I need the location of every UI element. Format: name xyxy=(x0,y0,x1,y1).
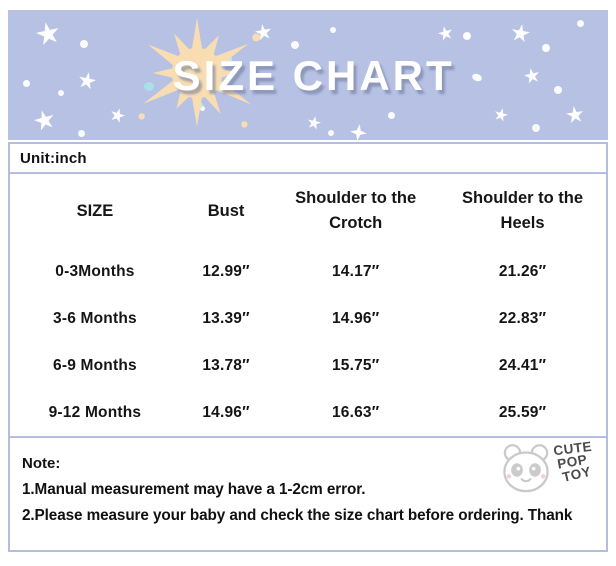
bust-cell: 13.39″ xyxy=(202,309,250,327)
col-header-heels: Shoulder to the Heels xyxy=(462,189,584,232)
page-title: SIZE CHART xyxy=(172,52,455,99)
banner: SIZE CHART xyxy=(8,10,608,140)
dot xyxy=(78,130,85,137)
dot xyxy=(463,32,471,40)
size-cell: 9-12 Months xyxy=(48,403,142,421)
size-table: SIZE Bust Shoulder to the Crotch Shoulde… xyxy=(10,174,606,436)
dot xyxy=(291,41,299,49)
crotch-cell: 15.75″ xyxy=(331,356,380,374)
size-cell: 6-9 Months xyxy=(53,356,137,374)
bust-cell: 13.78″ xyxy=(202,356,250,374)
star-icon xyxy=(32,108,58,134)
table-row: 9-12 Months 14.96″ 16.63″ 25.59″ xyxy=(10,389,606,436)
dot xyxy=(388,112,395,119)
star-icon xyxy=(436,24,454,42)
brand-text: CUTE POP TOY xyxy=(553,439,596,485)
dot xyxy=(532,124,540,132)
star-icon xyxy=(34,20,62,48)
sparkle-icon xyxy=(349,123,368,140)
dot xyxy=(554,86,562,94)
dot xyxy=(330,27,336,33)
heels-cell: 21.26″ xyxy=(498,262,547,280)
size-cell: 3-6 Months xyxy=(53,309,137,327)
bust-cell: 14.96″ xyxy=(202,403,250,421)
size-cell: 0-3Months xyxy=(55,262,135,280)
bust-cell: 12.99″ xyxy=(202,262,250,280)
brand-logo: CUTE POP TOY xyxy=(499,439,596,499)
heels-cell: 24.41″ xyxy=(498,356,547,374)
dot xyxy=(23,80,30,87)
star-icon xyxy=(306,115,323,132)
unit-strip: Unit:inch xyxy=(10,144,606,174)
dot xyxy=(471,72,483,83)
dot xyxy=(200,106,205,111)
panda-face-icon xyxy=(503,444,549,493)
table-row: 6-9 Months 13.78″ 15.75″ 24.41″ xyxy=(10,342,606,389)
col-header-size: SIZE xyxy=(76,201,114,220)
star-icon xyxy=(523,67,542,86)
table-header-row: SIZE Bust Shoulder to the Crotch Shoulde… xyxy=(10,174,606,248)
table-section: SIZE Bust Shoulder to the Crotch Shoulde… xyxy=(10,174,606,438)
mint-dot xyxy=(144,82,154,91)
col-header-bust: Bust xyxy=(207,201,245,220)
star-icon xyxy=(76,70,97,91)
unit-label: Unit:inch xyxy=(20,149,87,167)
heels-cell: 25.59″ xyxy=(498,403,547,421)
table-row: 0-3Months 12.99″ 14.17″ 21.26″ xyxy=(10,248,606,295)
heels-cell: 22.83″ xyxy=(498,309,547,327)
note-line-2: 2.Please measure your baby and check the… xyxy=(22,507,573,524)
note-section: Note: 1.Manual measurement may have a 1-… xyxy=(10,438,606,550)
table-row: 3-6 Months 13.39″ 14.96″ 22.83″ xyxy=(10,295,606,342)
crotch-cell: 14.17″ xyxy=(331,262,380,280)
dot xyxy=(328,130,334,136)
star-icon xyxy=(565,105,585,125)
dot xyxy=(542,44,550,52)
dot xyxy=(58,90,64,96)
note-title: Note: xyxy=(22,455,61,472)
content-box: Unit:inch SIZE Bust Shoulder to the Crot… xyxy=(8,142,608,552)
crotch-cell: 14.96″ xyxy=(331,309,380,327)
crotch-cell: 16.63″ xyxy=(331,403,380,421)
star-icon xyxy=(509,22,531,44)
paint-splat xyxy=(138,17,261,128)
note-line-1: 1.Manual measurement may have a 1-2cm er… xyxy=(22,481,366,498)
col-header-crotch: Shoulder to the Crotch xyxy=(295,189,417,232)
dot xyxy=(577,20,584,27)
dot xyxy=(80,40,88,48)
star-icon xyxy=(492,106,509,123)
